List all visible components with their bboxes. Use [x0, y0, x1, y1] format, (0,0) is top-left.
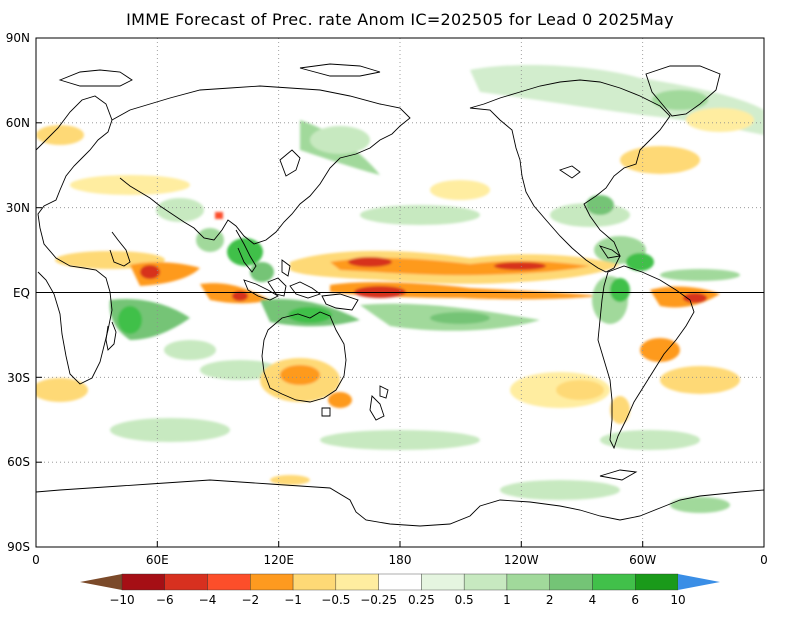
- graticule: [36, 38, 764, 547]
- colorbar-cell: [378, 573, 422, 591]
- colorbar-label: 4: [589, 593, 597, 607]
- colorbar-cell: [207, 573, 251, 591]
- colorbar-max-arrow: [678, 574, 720, 590]
- colorbar-label: −6: [156, 593, 174, 607]
- colorbar-cell: [335, 573, 379, 591]
- colorbar: −10 −6 −4 −2 −1 −0.5 −0.25 0.25 0.5 1 2 4 6 10: [80, 573, 720, 607]
- colorbar-label: −1: [284, 593, 302, 607]
- colorbar-label: −2: [241, 593, 259, 607]
- lat-label: 30S: [7, 371, 30, 385]
- colorbar-cell: [164, 573, 208, 591]
- colorbar-label: 0.25: [408, 593, 435, 607]
- lon-label: 120E: [263, 553, 294, 567]
- lat-label: 90S: [7, 540, 30, 554]
- colorbar-label: 0.5: [455, 593, 474, 607]
- lat-label: 30N: [6, 201, 30, 215]
- colorbar-label: −4: [199, 593, 217, 607]
- colorbar-cell: [592, 573, 636, 591]
- colorbar-min-arrow: [80, 574, 122, 590]
- lon-label: 0: [32, 553, 40, 567]
- lat-label: EQ: [13, 286, 30, 300]
- lat-axis: 90N 60N 30N EQ 30S 60S 90S: [6, 31, 30, 554]
- colorbar-label: 10: [670, 593, 685, 607]
- lat-label: 90N: [6, 31, 30, 45]
- tick-marks: [35, 37, 765, 548]
- colorbar-cell: [506, 573, 550, 591]
- map-title: IMME Forecast of Prec. rate Anom IC=2025…: [126, 10, 674, 29]
- lat-label: 60S: [7, 455, 30, 469]
- lon-label: 60E: [146, 553, 169, 567]
- colorbar-cell: [121, 573, 165, 591]
- anomaly-shading: [36, 64, 764, 513]
- lat-label: 60N: [6, 116, 30, 130]
- colorbar-cell: [292, 573, 337, 591]
- colorbar-label: −0.5: [321, 593, 350, 607]
- colorbar-label: 2: [546, 593, 554, 607]
- lon-label: 120W: [504, 553, 539, 567]
- colorbar-cell: [549, 573, 593, 591]
- colorbar-cell: [635, 573, 679, 591]
- colorbar-cell: [250, 573, 294, 591]
- colorbar-label: −0.25: [360, 593, 397, 607]
- colorbar-cell: [463, 573, 508, 591]
- colorbar-cell: [421, 573, 465, 591]
- lon-label: 60W: [629, 553, 656, 567]
- lon-label: 180: [389, 553, 412, 567]
- lon-label: 0: [760, 553, 768, 567]
- lon-axis: 0 60E 120E 180 120W 60W 0: [32, 553, 768, 567]
- coastlines: [36, 63, 764, 527]
- colorbar-label: −10: [109, 593, 134, 607]
- colorbar-label: 1: [503, 593, 511, 607]
- colorbar-label: 6: [631, 593, 639, 607]
